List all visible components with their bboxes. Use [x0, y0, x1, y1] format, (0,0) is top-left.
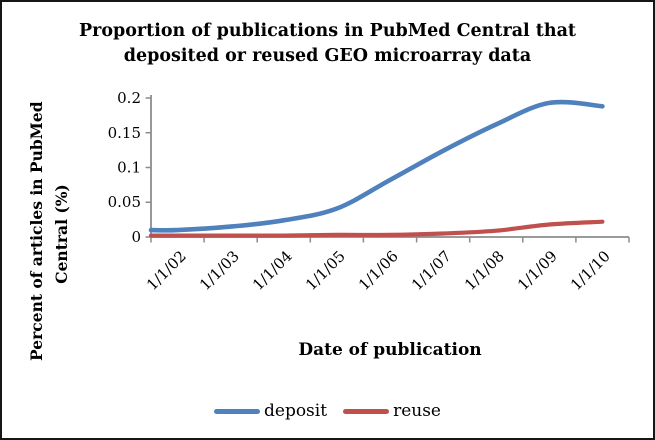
y-tick-0: 0: [131, 228, 141, 246]
x-tick-2006: 1/1/06: [355, 247, 402, 294]
y-axis-tick-labels: 0.2 0.15 0.1 0.05 0: [108, 89, 141, 246]
deposit-line-swatch: [214, 408, 260, 414]
legend-item-deposit: deposit: [214, 401, 327, 421]
chart-title: Proportion of publications in PubMed Cen…: [18, 19, 638, 69]
x-tick-2002: 1/1/02: [143, 247, 190, 294]
legend-label-deposit: deposit: [264, 401, 328, 421]
y-tick-0.1: 0.1: [117, 159, 141, 177]
chart-title-line2: deposited or reused GEO microarray data: [123, 46, 532, 66]
legend: deposit reuse: [0, 401, 655, 421]
x-tick-2009: 1/1/09: [514, 247, 561, 294]
y-tick-0.2: 0.2: [117, 89, 141, 107]
x-tick-2008: 1/1/08: [461, 247, 508, 294]
x-tick-2004: 1/1/04: [249, 247, 296, 294]
x-axis-tick-labels: 1/1/02 1/1/03 1/1/04 1/1/05 1/1/06 1/1/0…: [143, 247, 614, 294]
reuse-line-swatch: [343, 408, 390, 414]
chart-title-line1: Proportion of publications in PubMed Cen…: [78, 21, 577, 41]
x-axis-ticks: [150, 237, 630, 243]
x-tick-2003: 1/1/03: [196, 247, 243, 294]
deposit-series-line: [148, 99, 605, 233]
x-axis-title: Date of publication: [298, 340, 482, 360]
y-tick-0.05: 0.05: [108, 193, 141, 211]
x-tick-2010: 1/1/10: [567, 247, 614, 294]
legend-item-reuse: reuse: [343, 401, 441, 421]
legend-label-reuse: reuse: [393, 401, 441, 421]
x-tick-2007: 1/1/07: [408, 247, 455, 294]
y-tick-0.15: 0.15: [108, 124, 141, 142]
reuse-series-line: [148, 219, 605, 238]
x-tick-2005: 1/1/05: [302, 247, 349, 294]
